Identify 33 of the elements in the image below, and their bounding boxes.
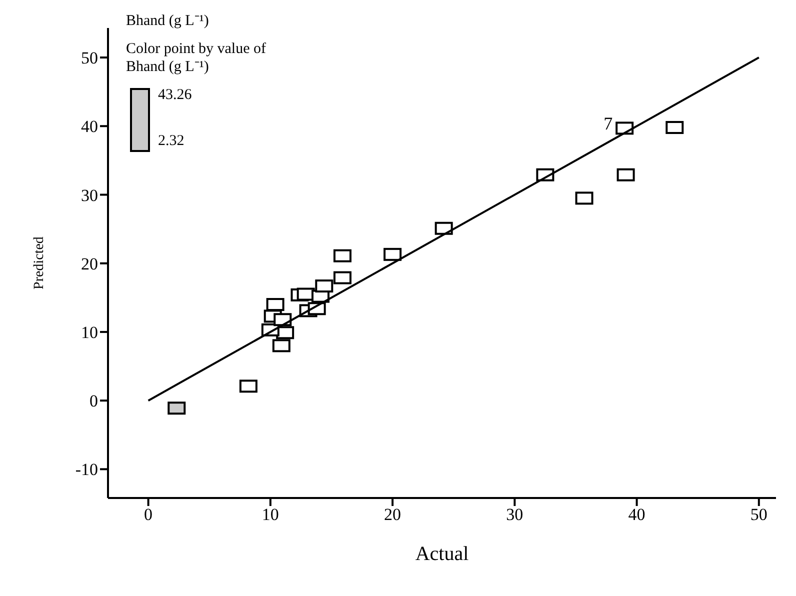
point bbox=[239, 380, 258, 393]
annotation: 2.32 bbox=[158, 132, 184, 150]
x-tick-label: 20 bbox=[384, 505, 402, 524]
point bbox=[666, 120, 684, 134]
point bbox=[266, 298, 284, 312]
x-tick-label: 10 bbox=[262, 505, 279, 524]
y-tick-label: -10 bbox=[75, 460, 98, 480]
x-tick-label: 40 bbox=[628, 505, 646, 524]
annotation: 43.26 bbox=[158, 86, 192, 104]
point bbox=[168, 402, 186, 415]
point bbox=[616, 168, 635, 182]
point bbox=[315, 279, 334, 292]
y-axis-title: Predicted bbox=[32, 236, 47, 290]
y-tick-label: 50 bbox=[81, 48, 98, 68]
x-axis-title: Actual bbox=[415, 543, 470, 566]
point bbox=[333, 249, 352, 262]
point bbox=[333, 271, 352, 284]
point bbox=[434, 222, 453, 235]
annotation: 7 bbox=[604, 114, 613, 134]
color-scale: 43.26 2.32 bbox=[126, 88, 296, 154]
point bbox=[384, 248, 402, 261]
point bbox=[272, 339, 290, 352]
x-tick-label: 50 bbox=[750, 505, 768, 524]
chart-title: Bhand (g L⁻¹) bbox=[126, 12, 210, 30]
color-bar-title: Color point by value of Bhand (g L⁻¹) bbox=[126, 40, 267, 76]
y-tick-label: 20 bbox=[81, 254, 98, 274]
y-tick-label: 30 bbox=[81, 186, 98, 205]
point bbox=[575, 192, 594, 205]
y-tick-label: 40 bbox=[81, 117, 98, 136]
x-tick-label: 30 bbox=[506, 505, 524, 524]
x-tick-label: 0 bbox=[144, 505, 153, 524]
y-tick-label: 0 bbox=[90, 392, 98, 411]
y-tick-label: 10 bbox=[81, 322, 98, 342]
